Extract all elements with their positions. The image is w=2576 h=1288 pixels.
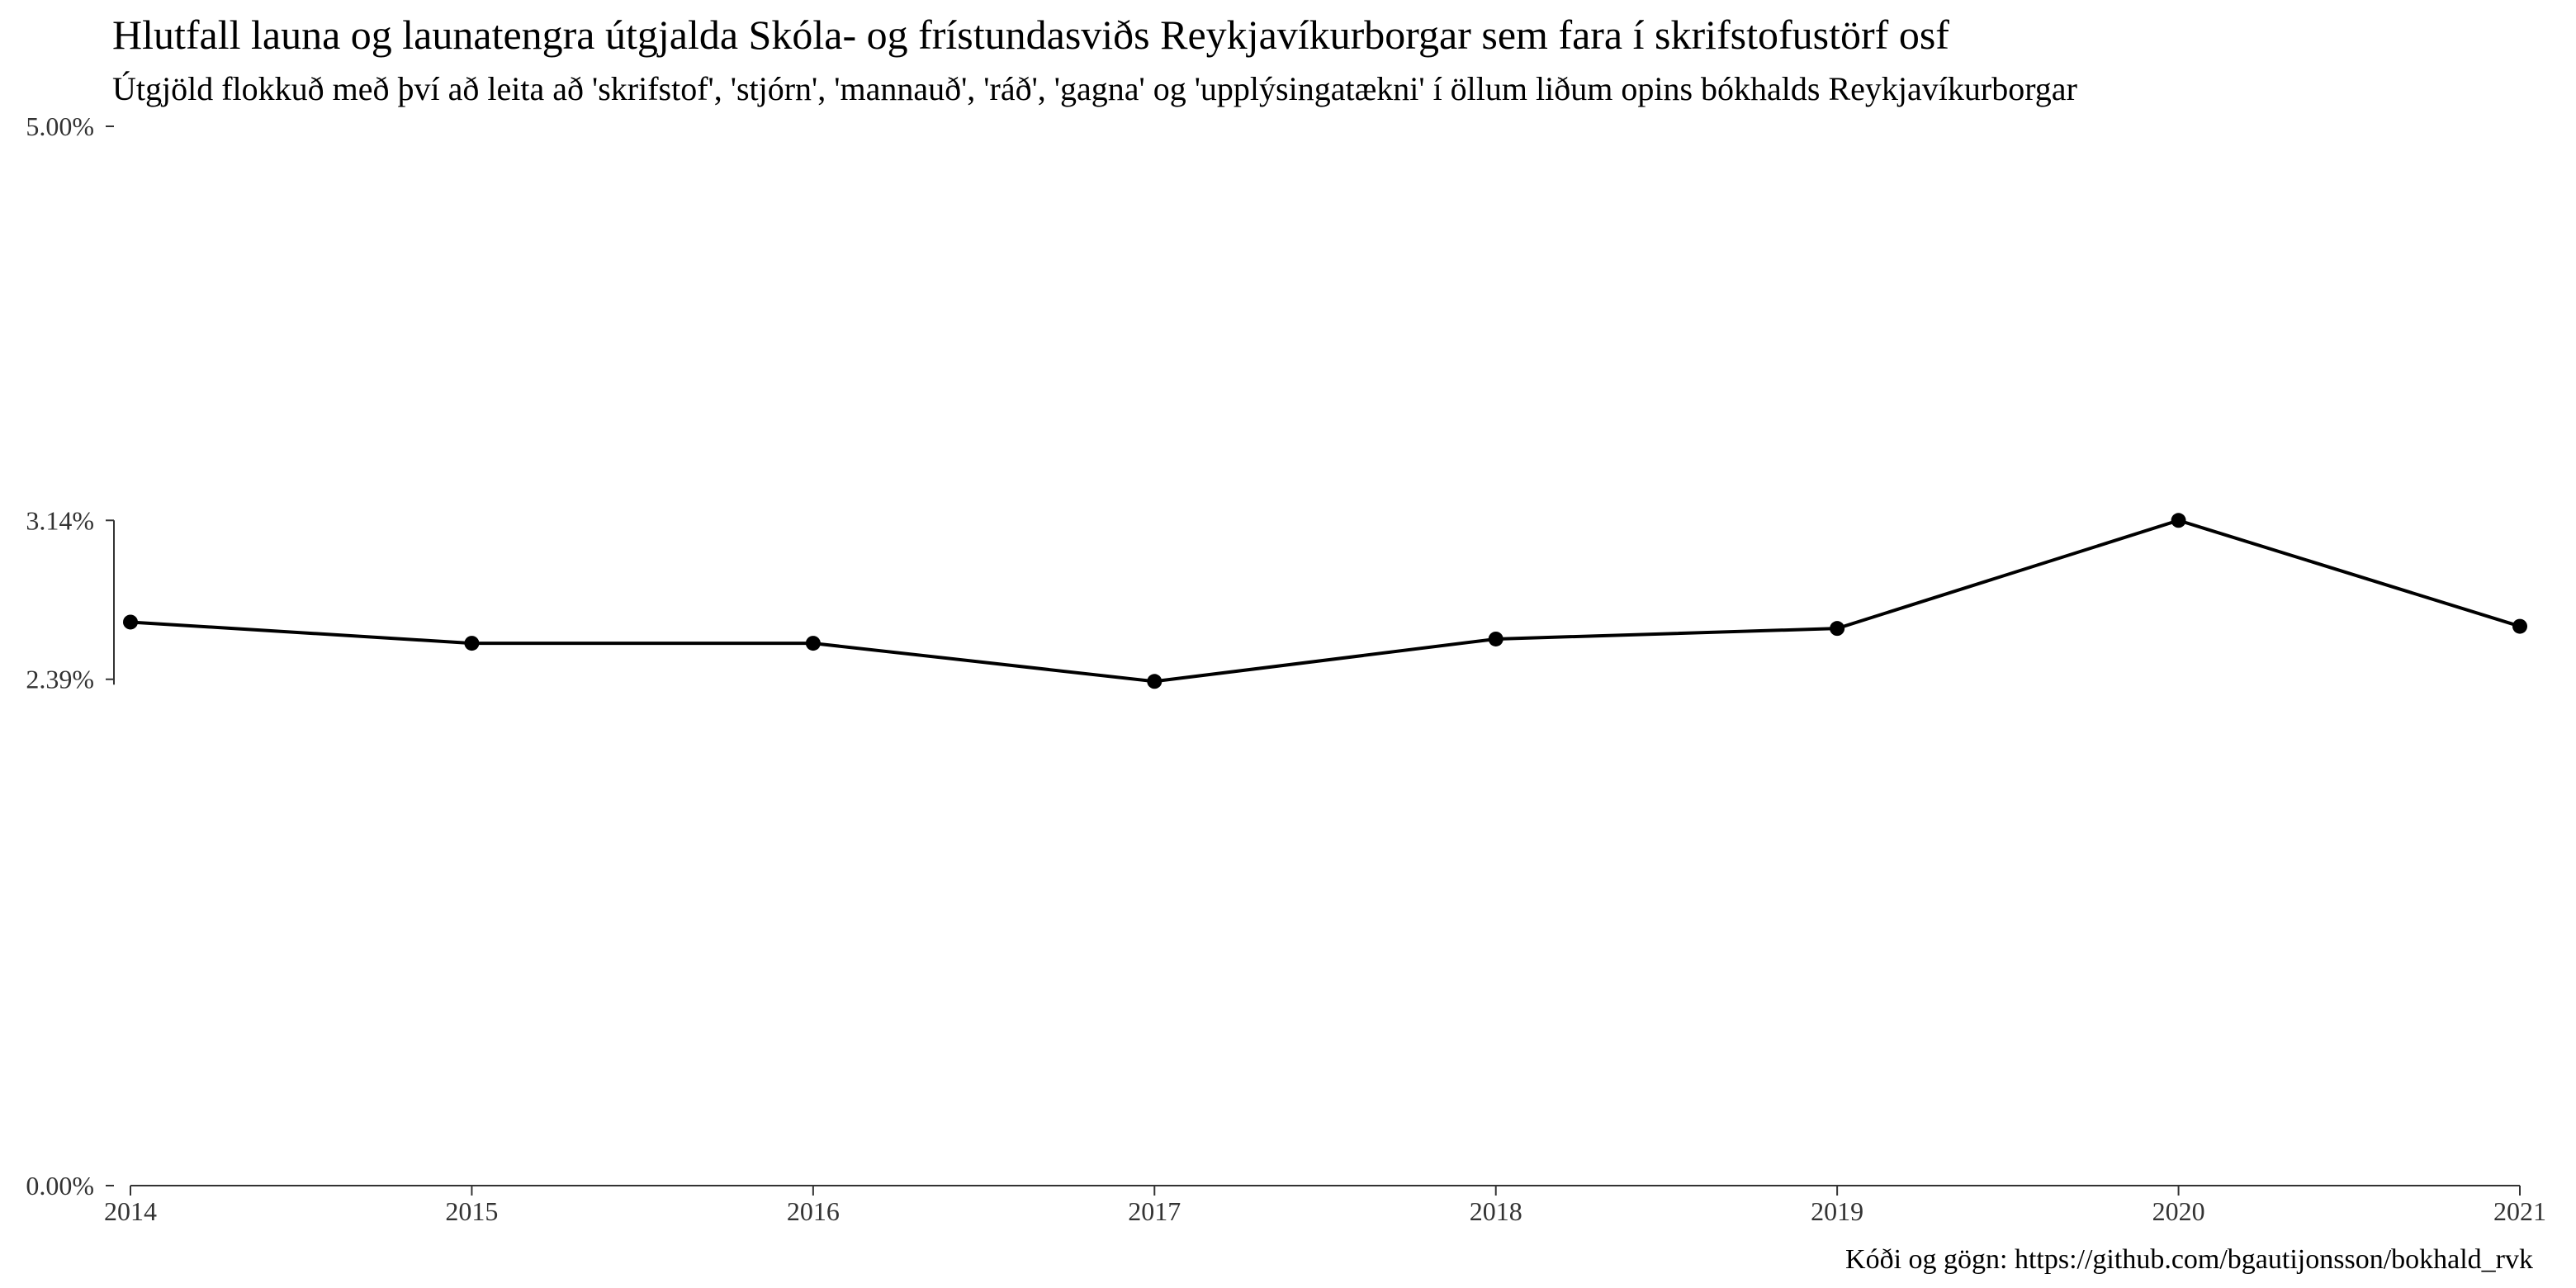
y-tick-label: 5.00% xyxy=(26,111,94,141)
data-point xyxy=(1488,631,1503,646)
chart-title: Hlutfall launa og launatengra útgjalda S… xyxy=(112,12,1949,58)
data-point xyxy=(1147,674,1163,689)
x-tick-label: 2015 xyxy=(445,1196,498,1226)
series-line xyxy=(130,519,2521,684)
y-tick-label: 3.14% xyxy=(26,505,94,535)
x-tick-label: 2019 xyxy=(1811,1196,1863,1226)
data-point xyxy=(464,636,480,651)
data-point xyxy=(1830,621,1845,637)
y-tick-label: 2.39% xyxy=(26,665,94,694)
y-tick-label: 0.00% xyxy=(26,1171,94,1200)
x-axis: 2014 2015 2016 2017 2018 2019 2020 2021 xyxy=(104,1185,2546,1226)
x-tick-label: 2021 xyxy=(2493,1196,2546,1226)
data-point xyxy=(2512,618,2527,634)
data-point xyxy=(123,614,138,630)
chart-caption: Kóði og gögn: https://github.com/bgautij… xyxy=(1845,1244,2533,1275)
x-tick-label: 2018 xyxy=(1470,1196,1522,1226)
chart-subtitle: Útgjöld flokkuð með því að leita að 'skr… xyxy=(112,70,2077,107)
plot-area xyxy=(123,513,2527,689)
x-tick-label: 2017 xyxy=(1128,1196,1181,1226)
y-axis: 0.00% 2.39% 3.14% 5.00% xyxy=(26,111,115,1200)
x-tick-label: 2016 xyxy=(787,1196,840,1226)
x-tick-label: 2020 xyxy=(2152,1196,2205,1226)
data-point xyxy=(2171,513,2186,528)
data-point xyxy=(805,636,821,651)
x-tick-label: 2014 xyxy=(104,1196,157,1226)
